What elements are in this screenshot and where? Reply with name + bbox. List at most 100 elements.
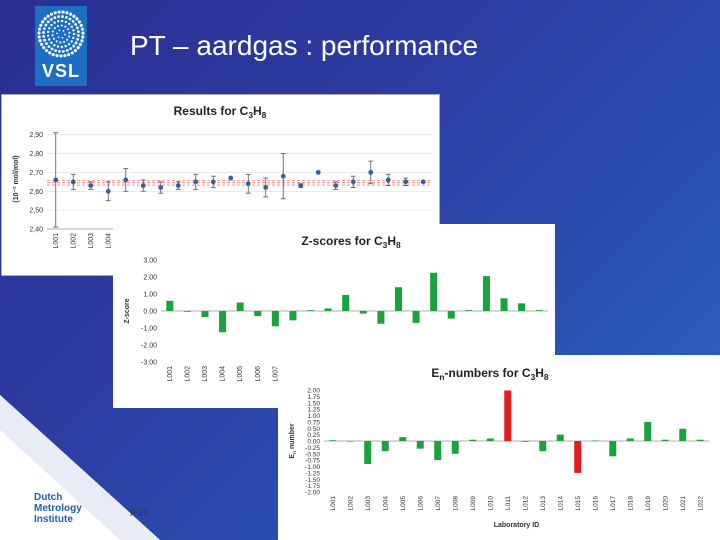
logo-dot bbox=[54, 49, 58, 53]
data-point bbox=[123, 177, 129, 183]
zscore-chart: Z-scores for C3H8 -3.00 -2.00 -1.00 0.00 1.00… bbox=[124, 234, 548, 382]
en-number-bar bbox=[644, 421, 652, 441]
en-number-bar bbox=[661, 439, 669, 441]
logo-dot bbox=[76, 30, 80, 34]
en-number-bar bbox=[434, 441, 442, 461]
logo-dot bbox=[67, 43, 71, 46]
y-tick-label: 0.00 bbox=[307, 439, 320, 446]
logo-dot bbox=[57, 15, 61, 19]
logo-dot bbox=[75, 17, 79, 21]
institute-line: Dutch bbox=[34, 492, 63, 503]
logo-dot bbox=[60, 24, 63, 27]
y-tick-label: 3.00 bbox=[143, 258, 157, 265]
x-tick-label: L003 bbox=[202, 366, 209, 382]
en-number-bar bbox=[679, 428, 687, 441]
zscore-bar bbox=[289, 311, 297, 321]
logo-dot bbox=[74, 41, 78, 45]
logo-dot bbox=[63, 40, 66, 43]
en-number-bar bbox=[381, 441, 389, 452]
logo-dot bbox=[46, 14, 50, 18]
y-tick-label: -1.00 bbox=[141, 326, 157, 333]
x-tick-label: L002 bbox=[70, 233, 77, 249]
zscore-bar bbox=[359, 311, 367, 314]
zscore-bar bbox=[271, 311, 279, 327]
logo-dot bbox=[68, 35, 71, 38]
logo-dot bbox=[72, 44, 76, 48]
logo-dot bbox=[42, 46, 46, 50]
data-point bbox=[333, 183, 339, 189]
zscore-bar bbox=[412, 311, 420, 323]
institute-line: Institute bbox=[34, 514, 73, 525]
logo-dot bbox=[66, 38, 69, 41]
logo-dot bbox=[62, 30, 65, 32]
logo-dot bbox=[41, 20, 45, 24]
x-tick-label: L013 bbox=[540, 496, 547, 511]
y-tick-label: 1.00 bbox=[307, 413, 320, 420]
logo-dot bbox=[67, 22, 71, 26]
logo-dot bbox=[53, 27, 56, 30]
y-tick-label: 2,90 bbox=[29, 132, 43, 139]
logo-dot bbox=[58, 50, 61, 53]
logo-dot bbox=[51, 30, 54, 33]
en-number-bar bbox=[346, 441, 354, 442]
en-number-bar bbox=[574, 441, 582, 473]
logo-dot bbox=[68, 31, 71, 34]
zscore-bar bbox=[394, 287, 402, 311]
institute-line: Metrology bbox=[34, 503, 82, 514]
data-point bbox=[315, 169, 321, 175]
logo-dot bbox=[74, 22, 77, 26]
y-axis-label: En number bbox=[289, 423, 298, 459]
chart-title: Results for C3H8 bbox=[174, 104, 267, 120]
logo-dot bbox=[42, 31, 45, 34]
data-point bbox=[368, 169, 374, 175]
logo-dot bbox=[37, 31, 41, 35]
data-point bbox=[280, 173, 286, 179]
logo-dot bbox=[49, 12, 54, 16]
en-number-bar bbox=[591, 440, 599, 442]
logo-dot bbox=[67, 53, 71, 57]
x-tick-label: L001 bbox=[167, 366, 174, 382]
en-number-bar bbox=[486, 438, 494, 441]
y-tick-label: 2.00 bbox=[143, 275, 157, 282]
data-point bbox=[263, 185, 269, 190]
x-tick-label: L016 bbox=[592, 496, 599, 511]
logo-dot bbox=[51, 34, 54, 37]
y-tick-label: 1.75 bbox=[307, 394, 320, 401]
logo-dot bbox=[42, 27, 46, 31]
logo-dot bbox=[50, 41, 53, 44]
y-tick-label: 1.00 bbox=[143, 292, 157, 299]
logo-dot bbox=[77, 34, 80, 37]
x-tick-label: L009 bbox=[470, 496, 477, 511]
zscore-bar bbox=[500, 298, 508, 311]
x-tick-label: L017 bbox=[610, 496, 617, 511]
logo-dot bbox=[58, 29, 61, 32]
logo-dot bbox=[43, 38, 47, 42]
zscore-bar bbox=[535, 310, 543, 311]
logo-dot bbox=[72, 36, 75, 40]
logo-dot bbox=[37, 35, 41, 39]
logo-dot bbox=[48, 51, 52, 55]
logo-dot bbox=[64, 33, 66, 36]
en-number-bar bbox=[539, 441, 547, 452]
logo-dot bbox=[67, 28, 70, 31]
logo-dot bbox=[76, 46, 80, 50]
zscore-bar bbox=[236, 302, 244, 311]
x-tick-label: L005 bbox=[400, 496, 407, 511]
zscore-bar bbox=[324, 308, 332, 311]
logo-dot bbox=[70, 51, 74, 55]
x-tick-label: L002 bbox=[184, 366, 191, 382]
logo-dot bbox=[56, 25, 59, 28]
zscore-bar bbox=[518, 303, 526, 311]
x-tick-label: L012 bbox=[522, 496, 529, 511]
zscore-bar bbox=[307, 310, 315, 311]
logo-dot bbox=[81, 31, 85, 35]
logo-dot bbox=[45, 42, 48, 46]
x-tick-label: L004 bbox=[220, 366, 227, 382]
en-number-bar bbox=[469, 439, 477, 441]
y-tick-label: 2,80 bbox=[29, 151, 43, 158]
y-tick-label: -1.25 bbox=[305, 470, 320, 477]
en-number-bar bbox=[556, 434, 564, 441]
data-point bbox=[420, 179, 426, 185]
y-tick-label: 1.50 bbox=[307, 400, 320, 407]
